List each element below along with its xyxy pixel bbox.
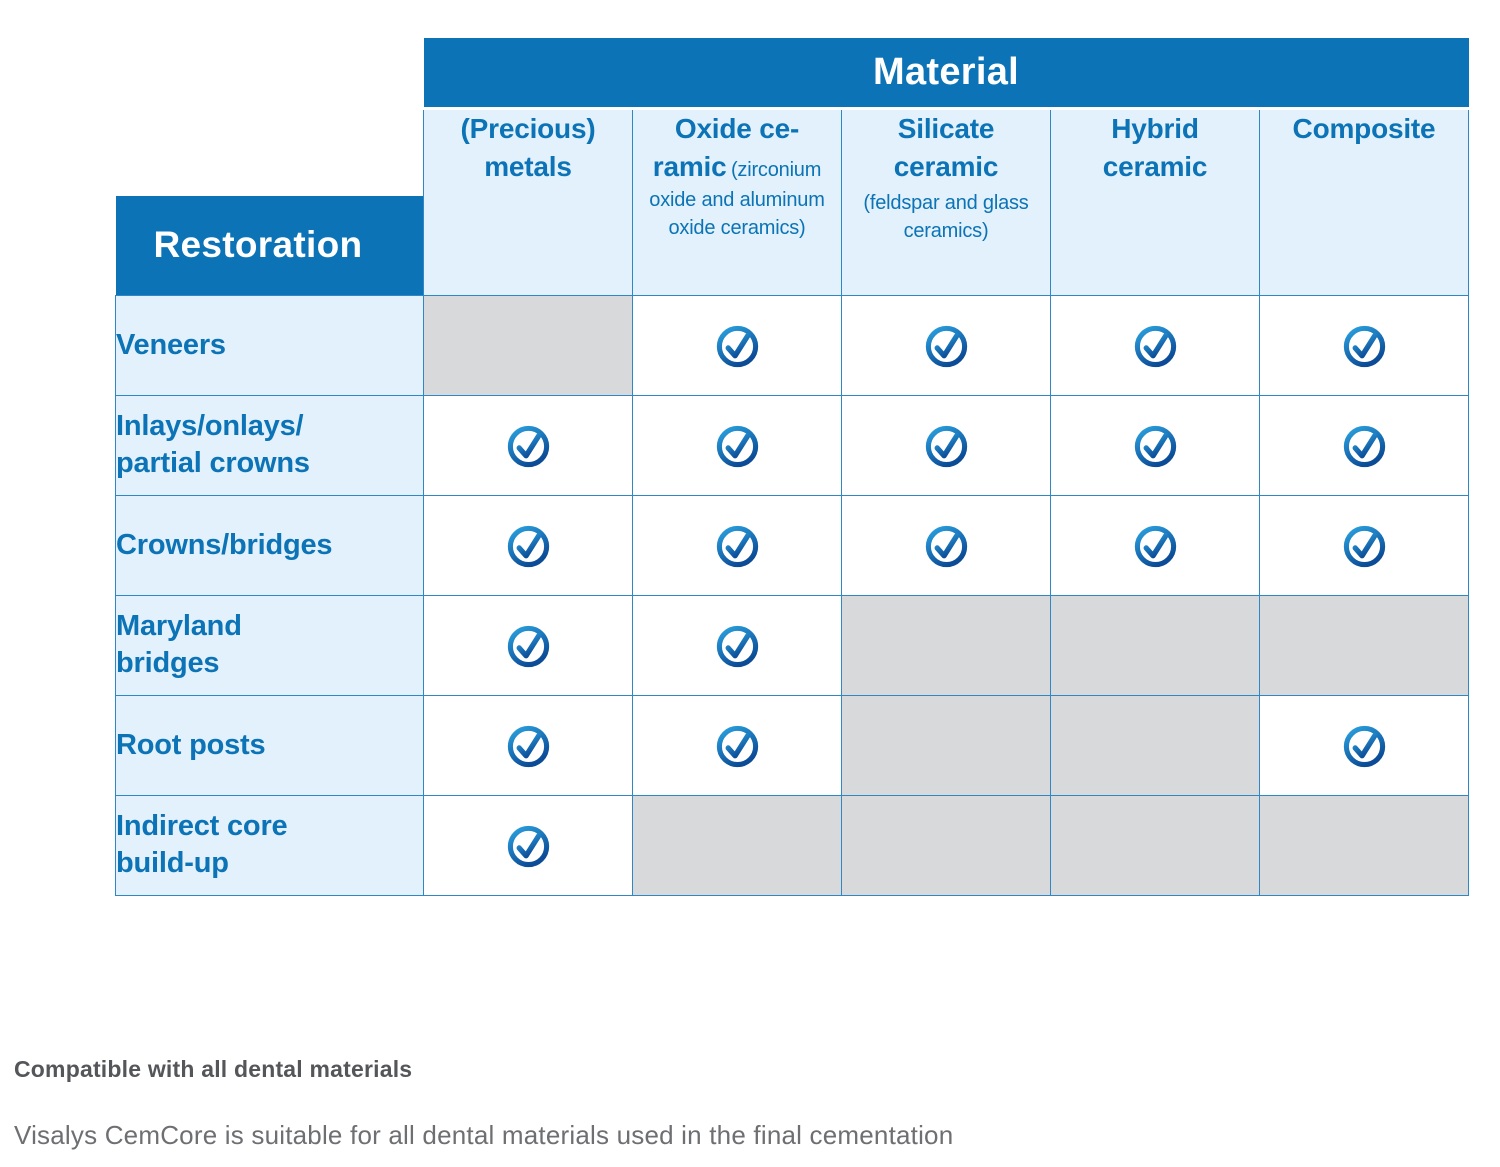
cell-root-posts-hybrid-ceramic (1050, 694, 1260, 796)
cell-crowns-bridges-hybrid-ceramic (1050, 494, 1260, 596)
cell-root-posts-silicate-ceramic (841, 694, 1051, 796)
row-label-root-posts: Root posts (115, 694, 424, 796)
check-circle-icon (505, 822, 552, 869)
row-label-indirect-core-build-up: Indirect core build-up (115, 794, 424, 896)
cell-crowns-bridges-silicate-ceramic (841, 494, 1051, 596)
cell-veneers-hybrid-ceramic (1050, 294, 1260, 396)
check-circle-icon (1341, 322, 1388, 369)
footnote-title: Compatible with all dental materials (14, 1056, 413, 1082)
cell-veneers-silicate-ceramic (841, 294, 1051, 396)
cell-maryland-bridges-oxide-ceramic (632, 594, 842, 696)
cell-inlays-onlays-partial-crowns-composite (1259, 394, 1469, 496)
column-header-hybrid-ceramic: Hybrid ceramic (1050, 107, 1260, 296)
check-circle-icon (1341, 522, 1388, 569)
column-subtitle: (zirconium oxide and aluminum oxide cera… (649, 158, 825, 239)
cell-root-posts-precious-metals (423, 694, 633, 796)
check-circle-icon (714, 422, 761, 469)
row-label-veneers: Veneers (115, 294, 424, 396)
check-circle-icon (1341, 722, 1388, 769)
cell-veneers-oxide-ceramic (632, 294, 842, 396)
cell-inlays-onlays-partial-crowns-precious-metals (423, 394, 633, 496)
table-row: Root posts (115, 694, 1469, 796)
column-title: Oxide ce-ramic (652, 112, 800, 182)
cell-inlays-onlays-partial-crowns-silicate-ceramic (841, 394, 1051, 496)
check-circle-icon (714, 522, 761, 569)
column-subtitle: (feldspar and glass ceramics) (863, 191, 1029, 242)
cell-crowns-bridges-precious-metals (423, 494, 633, 596)
footnote-description: Visalys CemCore is suitable for all dent… (14, 1120, 954, 1150)
cell-indirect-core-build-up-hybrid-ceramic (1050, 794, 1260, 896)
cell-inlays-onlays-partial-crowns-hybrid-ceramic (1050, 394, 1260, 496)
cell-veneers-precious-metals (423, 294, 633, 396)
cell-inlays-onlays-partial-crowns-oxide-ceramic (632, 394, 842, 496)
column-title: (Precious) metals (460, 112, 596, 182)
row-label-maryland-bridges: Maryland bridges (115, 594, 424, 696)
check-circle-icon (923, 322, 970, 369)
cell-crowns-bridges-oxide-ceramic (632, 494, 842, 596)
check-circle-icon (505, 722, 552, 769)
material-group-header: Material (423, 38, 1469, 110)
cell-crowns-bridges-composite (1259, 494, 1469, 596)
column-header-composite: Composite (1259, 107, 1469, 296)
table-row: Maryland bridges (115, 594, 1469, 696)
cell-maryland-bridges-precious-metals (423, 594, 633, 696)
check-circle-icon (1341, 422, 1388, 469)
cell-maryland-bridges-silicate-ceramic (841, 594, 1051, 696)
cell-maryland-bridges-hybrid-ceramic (1050, 594, 1260, 696)
check-circle-icon (505, 622, 552, 669)
cell-root-posts-composite (1259, 694, 1469, 796)
check-circle-icon (1132, 422, 1179, 469)
column-header-oxide-ceramic: Oxide ce-ramic (zirconium oxide and alum… (632, 107, 842, 296)
cell-indirect-core-build-up-oxide-ceramic (632, 794, 842, 896)
restoration-corner-cell: Restoration (115, 108, 424, 295)
restoration-header: Restoration (115, 195, 423, 295)
check-circle-icon (714, 722, 761, 769)
table-top-left-blank (115, 38, 424, 108)
check-circle-icon (923, 422, 970, 469)
column-header-silicate-ceramic: Silicate ceramic (feldspar and glass ceram… (841, 107, 1051, 296)
check-circle-icon (1132, 522, 1179, 569)
cell-root-posts-oxide-ceramic (632, 694, 842, 796)
check-circle-icon (714, 622, 761, 669)
cell-indirect-core-build-up-composite (1259, 794, 1469, 896)
check-circle-icon (1132, 322, 1179, 369)
table-row: Veneers (115, 294, 1469, 396)
check-circle-icon (714, 322, 761, 369)
cell-indirect-core-build-up-precious-metals (423, 794, 633, 896)
row-label-crowns-bridges: Crowns/bridges (115, 494, 424, 596)
table-row: Indirect core build-up (115, 794, 1469, 896)
check-circle-icon (505, 522, 552, 569)
cell-veneers-composite (1259, 294, 1469, 396)
column-header-precious-metals: (Precious) metals (423, 107, 633, 296)
column-title: Silicate ceramic (893, 112, 999, 182)
cell-maryland-bridges-composite (1259, 594, 1469, 696)
column-title: Composite (1292, 112, 1436, 144)
check-circle-icon (505, 422, 552, 469)
column-title: Hybrid ceramic (1102, 112, 1208, 182)
check-circle-icon (923, 522, 970, 569)
row-label-inlays-onlays-partial-crowns: Inlays/onlays/partial crowns (115, 394, 424, 496)
cell-indirect-core-build-up-silicate-ceramic (841, 794, 1051, 896)
compatibility-table: Material Restoration (Precious) metals Oxide… (115, 38, 1469, 896)
table-row: Inlays/onlays/partial crowns (115, 394, 1469, 496)
table-row: Crowns/bridges (115, 494, 1469, 596)
